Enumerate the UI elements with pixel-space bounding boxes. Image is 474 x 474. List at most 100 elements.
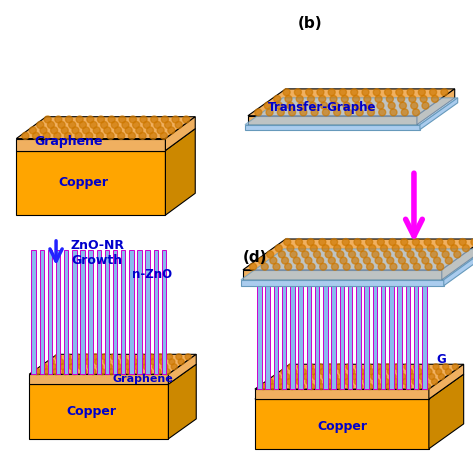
Circle shape: [250, 263, 256, 270]
Bar: [348, 270, 352, 389]
Circle shape: [367, 109, 374, 116]
Circle shape: [109, 369, 115, 374]
Bar: [356, 270, 361, 389]
Bar: [56, 250, 60, 374]
Bar: [414, 270, 419, 389]
Circle shape: [53, 369, 59, 374]
Circle shape: [128, 132, 136, 139]
Circle shape: [431, 95, 438, 102]
Circle shape: [390, 263, 397, 270]
Circle shape: [157, 354, 163, 360]
Circle shape: [273, 263, 280, 270]
Circle shape: [157, 127, 164, 134]
Circle shape: [40, 127, 47, 134]
Circle shape: [396, 89, 403, 96]
Circle shape: [64, 132, 72, 139]
Circle shape: [90, 369, 96, 374]
Polygon shape: [255, 399, 429, 449]
Circle shape: [305, 257, 312, 264]
Circle shape: [442, 251, 449, 258]
Bar: [137, 250, 142, 374]
Polygon shape: [168, 364, 196, 439]
Circle shape: [394, 364, 401, 370]
Text: n-ZnO: n-ZnO: [132, 268, 172, 281]
Circle shape: [427, 245, 434, 252]
Circle shape: [386, 383, 392, 390]
Bar: [64, 250, 69, 374]
Bar: [381, 270, 385, 389]
Circle shape: [429, 374, 435, 380]
Polygon shape: [29, 374, 168, 384]
Circle shape: [322, 374, 328, 380]
Bar: [299, 270, 303, 389]
Circle shape: [407, 89, 414, 96]
Circle shape: [100, 121, 108, 128]
Circle shape: [140, 116, 147, 123]
Circle shape: [404, 245, 411, 252]
Circle shape: [43, 132, 50, 139]
Circle shape: [424, 238, 431, 246]
Bar: [146, 250, 150, 374]
Circle shape: [347, 383, 353, 390]
Circle shape: [98, 116, 104, 123]
Circle shape: [355, 263, 362, 270]
Circle shape: [416, 245, 422, 252]
Circle shape: [317, 89, 324, 96]
Circle shape: [313, 251, 320, 258]
Polygon shape: [255, 364, 464, 389]
Circle shape: [313, 374, 319, 380]
Circle shape: [316, 379, 321, 384]
Circle shape: [176, 354, 182, 360]
Circle shape: [430, 251, 438, 258]
Text: (b): (b): [297, 16, 322, 31]
Circle shape: [360, 251, 367, 258]
Circle shape: [296, 95, 303, 102]
Circle shape: [434, 257, 440, 264]
Circle shape: [270, 383, 276, 390]
Circle shape: [395, 251, 402, 258]
Circle shape: [317, 257, 324, 264]
Polygon shape: [241, 249, 474, 280]
Circle shape: [345, 379, 350, 384]
Text: G: G: [437, 353, 447, 366]
Circle shape: [274, 374, 280, 380]
Circle shape: [400, 102, 406, 109]
Circle shape: [79, 121, 86, 128]
Bar: [282, 270, 286, 389]
Circle shape: [310, 245, 317, 252]
Circle shape: [365, 238, 373, 246]
Circle shape: [57, 359, 64, 365]
Bar: [389, 270, 393, 389]
Circle shape: [325, 251, 332, 258]
Circle shape: [178, 359, 184, 365]
Circle shape: [337, 251, 344, 258]
Circle shape: [294, 89, 301, 96]
Circle shape: [401, 109, 408, 116]
Bar: [89, 250, 93, 374]
Circle shape: [390, 374, 396, 380]
Circle shape: [185, 354, 191, 360]
Circle shape: [308, 364, 313, 370]
Circle shape: [308, 263, 315, 270]
Circle shape: [104, 127, 111, 134]
Circle shape: [425, 263, 432, 270]
Circle shape: [342, 374, 348, 380]
Circle shape: [280, 383, 285, 390]
Circle shape: [144, 364, 149, 370]
Circle shape: [162, 116, 168, 123]
Circle shape: [285, 263, 292, 270]
Circle shape: [307, 238, 314, 246]
Circle shape: [290, 251, 297, 258]
Circle shape: [378, 369, 384, 374]
Circle shape: [419, 374, 425, 380]
Circle shape: [447, 238, 455, 246]
Circle shape: [281, 369, 287, 374]
Circle shape: [381, 374, 386, 380]
Polygon shape: [444, 249, 474, 286]
Bar: [323, 270, 328, 389]
Bar: [422, 270, 427, 389]
Circle shape: [366, 263, 374, 270]
Circle shape: [111, 354, 117, 360]
Circle shape: [275, 102, 283, 109]
Circle shape: [111, 121, 118, 128]
